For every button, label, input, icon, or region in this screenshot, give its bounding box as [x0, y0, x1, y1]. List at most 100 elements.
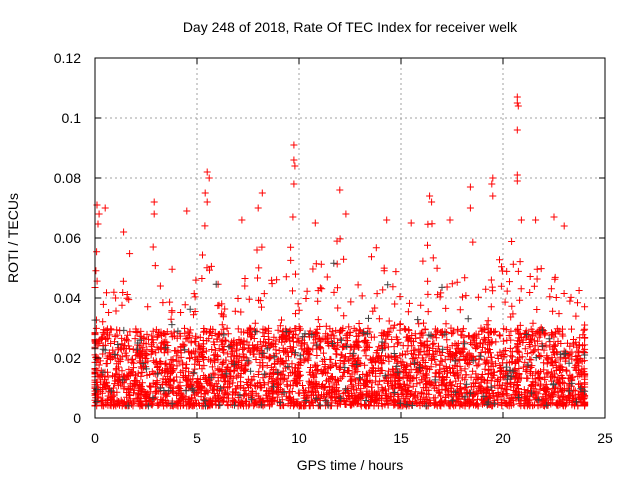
data-point	[459, 325, 467, 333]
data-point	[211, 382, 219, 390]
data-point	[516, 374, 524, 382]
data-point	[239, 350, 247, 358]
data-point	[501, 298, 509, 306]
data-point	[322, 397, 330, 405]
data-point	[352, 341, 360, 349]
data-point	[462, 355, 469, 363]
data-point	[191, 308, 199, 315]
data-point	[352, 327, 360, 335]
data-point	[477, 349, 485, 356]
data-point	[182, 373, 189, 381]
data-point	[459, 401, 467, 409]
data-point	[176, 385, 184, 392]
data-point	[314, 316, 322, 324]
data-point	[280, 389, 288, 397]
data-point	[567, 293, 575, 301]
data-point	[581, 351, 589, 359]
data-point	[264, 329, 272, 337]
data-point	[374, 388, 382, 396]
data-point	[383, 332, 391, 340]
data-point	[524, 374, 532, 382]
data-point	[312, 395, 320, 403]
data-point	[156, 384, 164, 392]
data-point	[209, 401, 216, 409]
data-point	[457, 367, 465, 375]
data-point	[473, 343, 481, 351]
data-point	[139, 348, 147, 356]
data-point	[190, 290, 198, 298]
data-point	[331, 386, 339, 394]
data-point	[485, 366, 493, 373]
data-point	[312, 260, 320, 268]
data-point	[240, 392, 248, 400]
data-point	[296, 352, 304, 360]
data-point	[547, 285, 555, 293]
data-point	[567, 375, 575, 383]
data-point	[219, 337, 227, 345]
data-point	[472, 341, 480, 349]
data-point	[574, 299, 581, 307]
data-point	[283, 377, 291, 385]
data-point	[104, 335, 112, 343]
data-point	[118, 398, 126, 406]
data-point	[189, 400, 197, 408]
data-point	[342, 353, 349, 361]
data-point	[192, 332, 200, 340]
data-point	[176, 378, 184, 386]
data-point	[177, 346, 185, 354]
data-point	[412, 374, 420, 382]
data-point	[207, 373, 215, 381]
data-point	[443, 343, 451, 351]
data-point	[267, 363, 275, 371]
data-point	[247, 331, 255, 339]
data-point	[489, 192, 497, 200]
data-point	[286, 326, 294, 334]
data-point	[506, 278, 513, 286]
data-point	[162, 380, 170, 388]
data-point	[331, 345, 339, 352]
data-point	[107, 325, 115, 333]
data-point	[225, 343, 233, 351]
data-point	[102, 385, 110, 393]
data-point	[112, 402, 120, 410]
data-point	[475, 330, 483, 338]
data-point	[557, 372, 565, 379]
data-point	[218, 310, 226, 318]
data-point	[137, 383, 145, 391]
data-point	[150, 198, 158, 206]
data-point	[168, 321, 176, 329]
data-point	[278, 333, 285, 341]
data-point	[107, 396, 115, 404]
data-point	[374, 364, 382, 372]
data-point	[516, 321, 524, 329]
data-point	[227, 350, 235, 358]
data-point	[200, 345, 208, 353]
data-point	[464, 351, 472, 359]
data-point	[213, 335, 221, 343]
data-point	[365, 314, 372, 322]
data-point	[538, 326, 546, 334]
data-point	[275, 347, 283, 354]
data-point	[448, 351, 456, 359]
data-point	[407, 391, 414, 399]
data-point	[526, 368, 534, 375]
data-point	[420, 398, 428, 406]
data-point	[121, 336, 129, 344]
data-point	[460, 338, 468, 346]
data-point	[370, 333, 378, 341]
data-point	[480, 393, 488, 401]
data-point	[353, 361, 361, 368]
data-point	[516, 258, 524, 266]
data-point	[346, 372, 354, 380]
data-point	[443, 367, 451, 375]
data-point	[507, 336, 515, 344]
data-point	[333, 237, 341, 245]
data-point	[336, 365, 344, 373]
data-point	[368, 379, 376, 387]
data-point	[240, 344, 248, 352]
data-point	[285, 394, 293, 402]
data-point	[520, 401, 528, 409]
data-point	[470, 401, 477, 409]
data-point	[117, 380, 125, 388]
data-point	[362, 397, 370, 404]
